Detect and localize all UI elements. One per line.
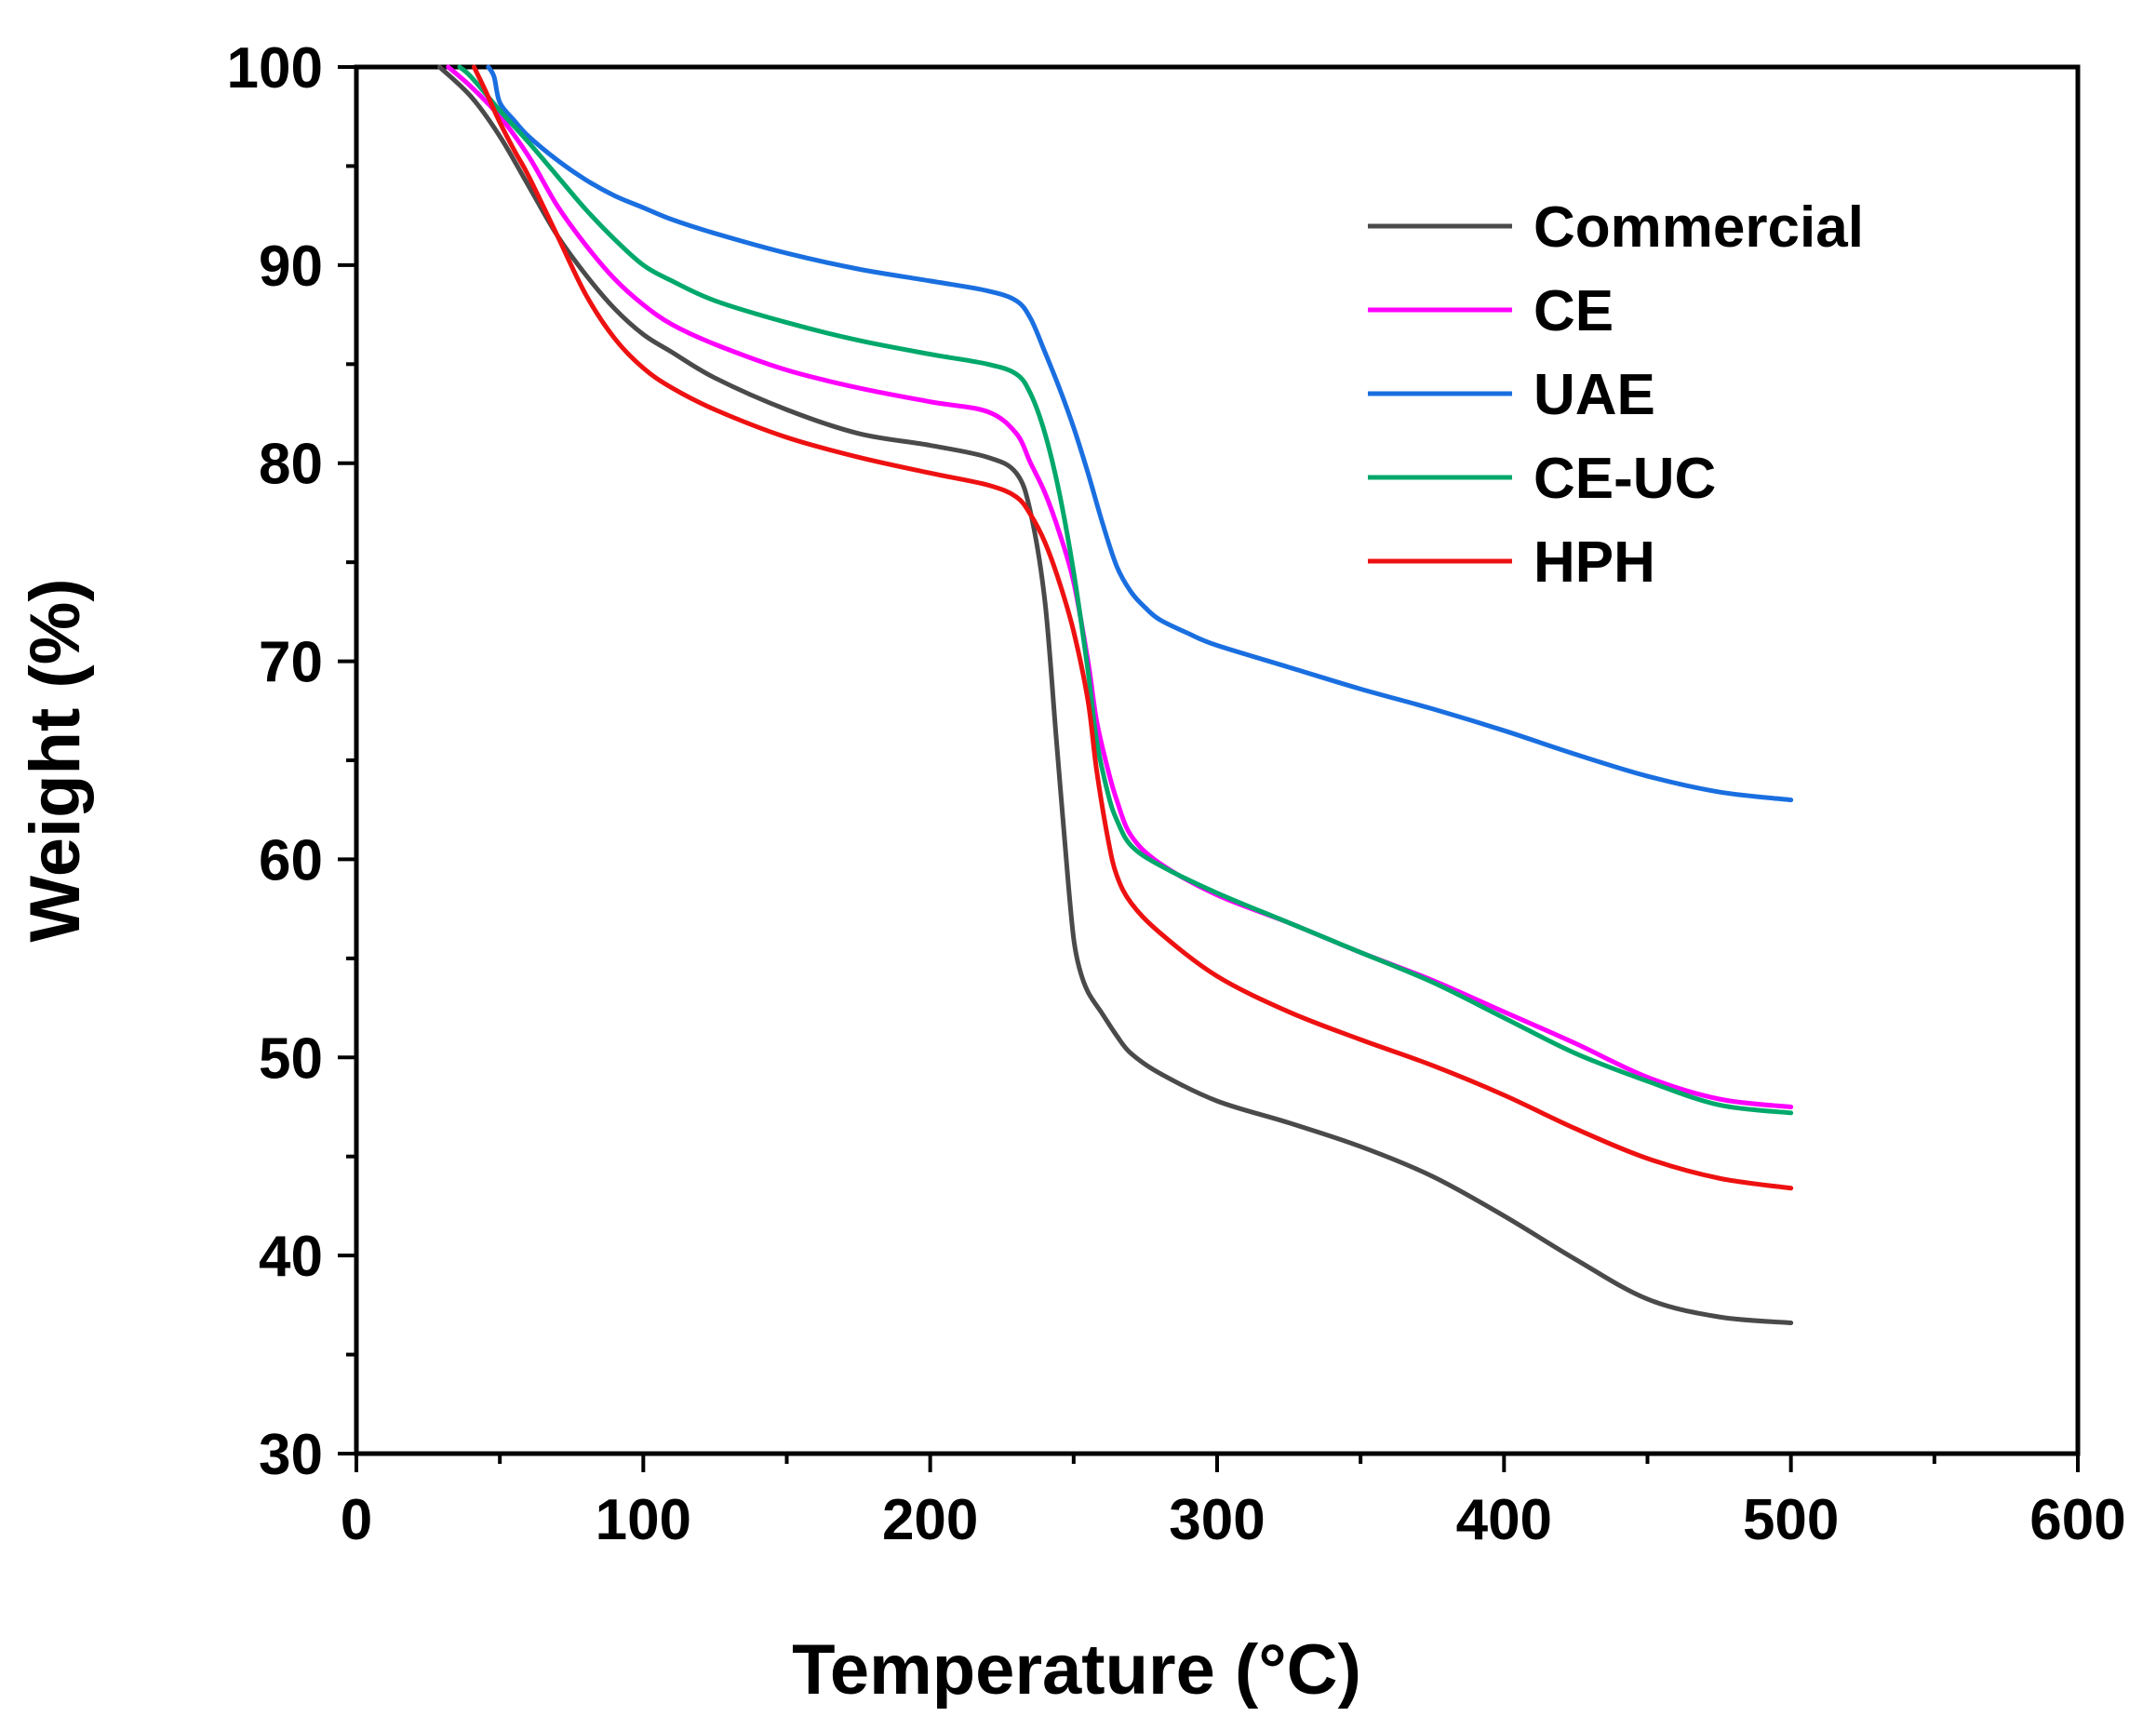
x-tick-label: 600 bbox=[2029, 1488, 2125, 1552]
y-tick-label: 30 bbox=[259, 1423, 323, 1487]
series-line-hph bbox=[471, 64, 1794, 1191]
y-tick-label: 80 bbox=[259, 433, 323, 497]
x-tick-label: 200 bbox=[882, 1488, 978, 1552]
plot-frame bbox=[354, 64, 2081, 1456]
y-tick-label: 90 bbox=[259, 235, 323, 299]
x-tick-label: 300 bbox=[1169, 1488, 1265, 1552]
legend-label-ce: CE bbox=[1533, 279, 1614, 343]
x-tick-label: 0 bbox=[341, 1488, 372, 1552]
y-tick-label: 70 bbox=[259, 631, 323, 695]
x-axis-title: Temperature (°C) bbox=[792, 1630, 1361, 1710]
axis-ticks: 0 100 200 300 400 500 600 30 40 50 60 70 80 90 100 bbox=[227, 36, 2126, 1552]
series-line-ce-uc bbox=[457, 64, 1794, 1116]
series-line-uae bbox=[486, 64, 1794, 803]
legend-label-uae: UAE bbox=[1533, 363, 1655, 427]
legend-label-ce-uc: CE-UC bbox=[1533, 447, 1716, 511]
legend: Commercial CE UAE CE-UC HPH bbox=[1368, 195, 1864, 595]
x-tick-label: 500 bbox=[1743, 1488, 1839, 1552]
y-tick-label: 40 bbox=[259, 1225, 323, 1289]
legend-label-commercial: Commercial bbox=[1533, 195, 1864, 260]
y-tick-label: 50 bbox=[259, 1026, 323, 1091]
series-lines bbox=[436, 64, 1794, 1326]
x-tick-label: 100 bbox=[596, 1488, 691, 1552]
y-tick-label: 100 bbox=[227, 36, 323, 101]
y-tick-label: 60 bbox=[259, 828, 323, 892]
x-tick-label: 400 bbox=[1456, 1488, 1552, 1552]
series-line-commercial bbox=[436, 64, 1794, 1326]
legend-label-hph: HPH bbox=[1533, 530, 1655, 595]
y-axis-title: Weight (%) bbox=[16, 578, 95, 942]
